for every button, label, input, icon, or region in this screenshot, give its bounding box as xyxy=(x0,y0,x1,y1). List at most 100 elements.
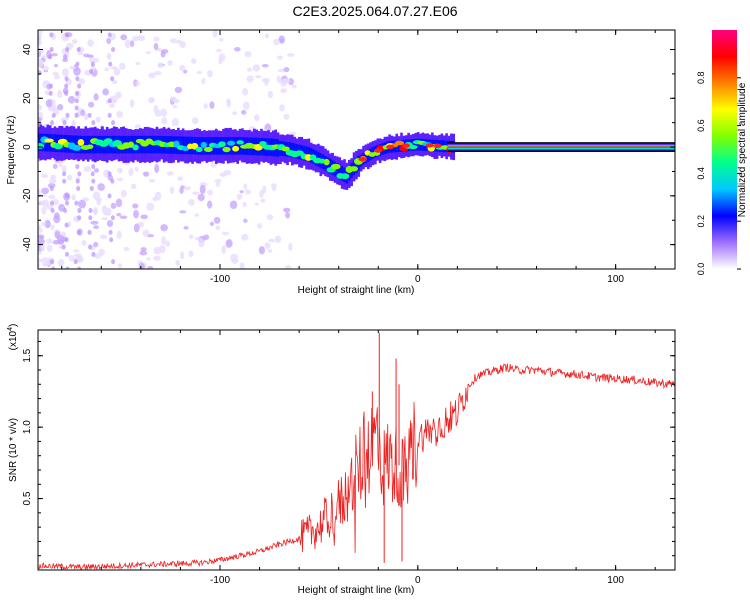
spectrogram-noise-blob xyxy=(75,76,80,82)
spectrogram-noise-blob xyxy=(175,259,181,266)
spectrogram-noise-blob xyxy=(106,37,112,44)
spectrogram-noise-blob xyxy=(261,63,269,68)
spectrogram-band xyxy=(224,137,228,155)
spectrogram-noise-blob xyxy=(64,76,69,82)
spectrogram-x-tick-label: 100 xyxy=(607,274,624,285)
spectrogram-noise-blob xyxy=(120,34,128,41)
spectrogram-noise-blob xyxy=(115,198,123,208)
spectrogram-noise-blob xyxy=(107,171,112,177)
spectrogram-peak xyxy=(203,146,213,153)
spectrogram-noise-blob xyxy=(38,188,41,197)
colorbar-label: Normalized spectral amplitude xyxy=(737,82,748,217)
spectrogram-noise-blob xyxy=(88,244,93,250)
spectrogram-peak xyxy=(232,145,240,152)
spectrogram-noise-blob xyxy=(233,46,241,52)
spectrogram-noise-blob xyxy=(76,229,81,235)
spectrogram-noise-blob xyxy=(38,262,41,268)
spectrogram-band xyxy=(39,133,42,152)
spectrogram-noise-blob xyxy=(273,38,281,46)
spectrogram-noise-blob xyxy=(77,50,84,56)
snr-frame xyxy=(37,329,676,571)
spectrogram-noise-blob xyxy=(207,200,213,209)
spectrogram-noise-blob xyxy=(252,64,261,72)
spectrogram-noise-blob xyxy=(166,171,174,176)
spectrogram-noise-blob xyxy=(209,101,215,110)
spectrogram-noise-blob xyxy=(262,185,267,194)
spectrogram-noise-blob xyxy=(52,198,59,206)
spectrogram-noise-blob xyxy=(133,223,140,233)
spectrogram-noise-blob xyxy=(64,222,69,228)
spectrogram-noise-blob xyxy=(116,230,122,240)
spectrogram-band xyxy=(336,163,339,178)
spectrogram-noise-blob xyxy=(244,189,251,195)
spectrogram-noise-blob xyxy=(147,265,154,269)
spectrogram-noise-blob xyxy=(54,212,60,219)
spectrogram-peak xyxy=(71,144,82,151)
spectrogram-peak xyxy=(340,173,350,180)
spectrogram-noise-blob xyxy=(264,78,269,86)
spectrogram-noise-blob xyxy=(40,173,49,179)
spectrogram-noise-blob xyxy=(48,54,53,60)
spectrogram-noise-blob xyxy=(221,245,227,255)
colorbar-tick-label: 0.2 xyxy=(696,215,706,228)
spectrogram-noise-blob xyxy=(57,104,64,111)
spectrogram-noise-blob xyxy=(171,118,180,127)
spectrogram-noise-blob xyxy=(101,205,108,214)
spectrogram-band xyxy=(236,137,240,155)
spectrogram-noise-blob xyxy=(57,258,65,266)
spectrogram-noise-blob xyxy=(88,101,95,108)
spectrogram-noise-blob xyxy=(157,62,164,69)
spectrogram-noise-blob xyxy=(177,176,184,181)
spectrogram-noise-blob xyxy=(93,168,100,173)
spectrogram-band xyxy=(416,138,420,151)
spectrogram-noise-blob xyxy=(283,66,290,73)
spectrogram-noise-blob xyxy=(148,178,156,183)
spectrogram-noise-blob xyxy=(120,189,127,198)
spectrogram-peak xyxy=(236,140,244,145)
spectrogram-band xyxy=(397,140,401,152)
spectrogram-noise-blob xyxy=(209,221,215,226)
spectrogram-noise-blob xyxy=(57,90,63,98)
spectrogram-band xyxy=(136,135,140,154)
spectrogram-band xyxy=(38,133,40,151)
spectrogram-peak xyxy=(200,141,207,149)
spectrogram-noise-blob xyxy=(45,99,53,108)
spectrogram-noise-blob xyxy=(99,234,108,240)
spectrogram-noise-blob xyxy=(188,199,195,206)
spectrogram-noise-blob xyxy=(140,214,148,220)
spectrogram-noise-blob xyxy=(117,177,124,182)
spectrogram-noise-blob xyxy=(280,78,288,87)
spectrogram-noise-blob xyxy=(57,239,65,245)
spectrogram-band xyxy=(288,142,292,157)
spectrogram-noise-blob xyxy=(254,75,262,79)
spectrogram-noise-blob xyxy=(203,103,208,110)
spectrogram-noise-blob xyxy=(132,203,139,209)
spectrogram-noise-blob xyxy=(267,90,274,99)
spectrogram-band xyxy=(198,137,202,155)
spectrogram-noise-blob xyxy=(283,113,290,120)
spectrogram-noise-blob xyxy=(63,54,68,60)
spectrogram-noise-blob xyxy=(88,215,93,221)
spectrogram-noise-blob xyxy=(48,90,53,96)
snr-y-tick-label: 1.5 xyxy=(22,348,33,362)
spectrogram-band xyxy=(414,138,418,151)
spectrogram-noise-blob xyxy=(96,198,101,206)
spectrogram-band xyxy=(86,135,90,154)
spectrogram-noise-blob xyxy=(73,259,78,265)
spectrogram-noise-blob xyxy=(128,167,134,177)
spectrogram-noise-blob xyxy=(148,72,156,79)
spectrogram-noise-blob xyxy=(49,177,57,184)
spectrogram-noise-blob xyxy=(191,117,199,125)
spectrogram-noise-blob xyxy=(219,172,227,177)
spectrogram-peak xyxy=(127,141,135,148)
spectrogram-noise-blob xyxy=(81,240,87,246)
spectrogram-band xyxy=(179,136,183,155)
spectrogram-band xyxy=(338,164,342,180)
snr-y-tick-label: 0.5 xyxy=(22,491,33,505)
spectrogram-peak xyxy=(44,138,54,143)
spectrogram-band xyxy=(91,135,95,154)
colorbar-tick-label: 0.4 xyxy=(696,167,706,180)
spectrogram-noise-blob xyxy=(49,32,54,38)
spectrogram-band xyxy=(355,158,358,173)
